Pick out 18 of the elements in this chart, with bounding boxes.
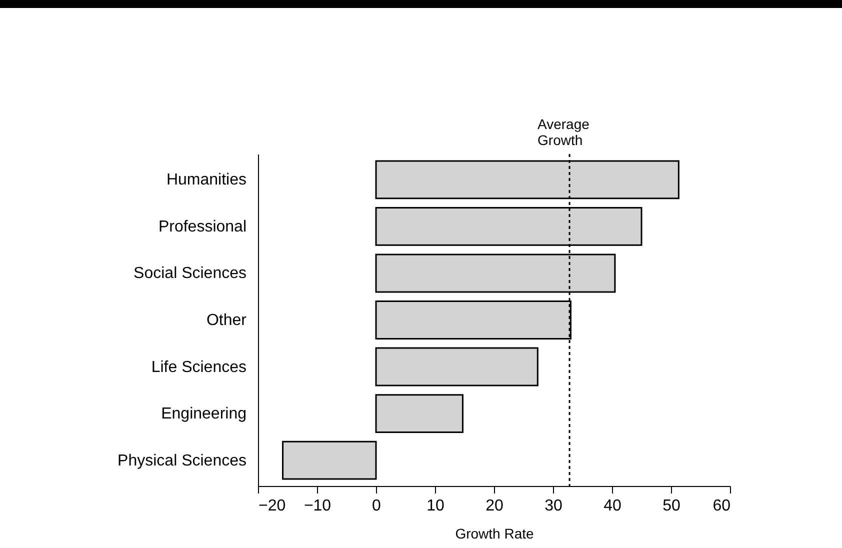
- y-tick-label: Engineering: [161, 406, 246, 423]
- x-tick-label: −10: [304, 498, 332, 514]
- y-tick-label: Other: [206, 312, 248, 329]
- x-tick-label: 40: [604, 498, 622, 514]
- x-tick-label: 20: [486, 498, 504, 514]
- y-tick-label: Humanities: [166, 172, 246, 189]
- x-axis-title: Growth Rate: [455, 526, 534, 542]
- y-tick-label: Physical Sciences: [118, 452, 246, 470]
- x-tick-label: 10: [426, 498, 444, 514]
- y-tick-label: Professional: [158, 218, 246, 236]
- x-tick-label: −20: [258, 498, 286, 514]
- y-tick-label: Life Sciences: [151, 358, 246, 376]
- x-tick-label: 50: [662, 498, 680, 514]
- y-tick-label: Social Sciences: [134, 265, 246, 282]
- x-tick-label: 30: [544, 498, 562, 514]
- ref-line-label: Average Growth: [538, 116, 590, 148]
- x-tick-label: 60: [712, 498, 731, 514]
- x-tick-label: 0: [372, 498, 382, 514]
